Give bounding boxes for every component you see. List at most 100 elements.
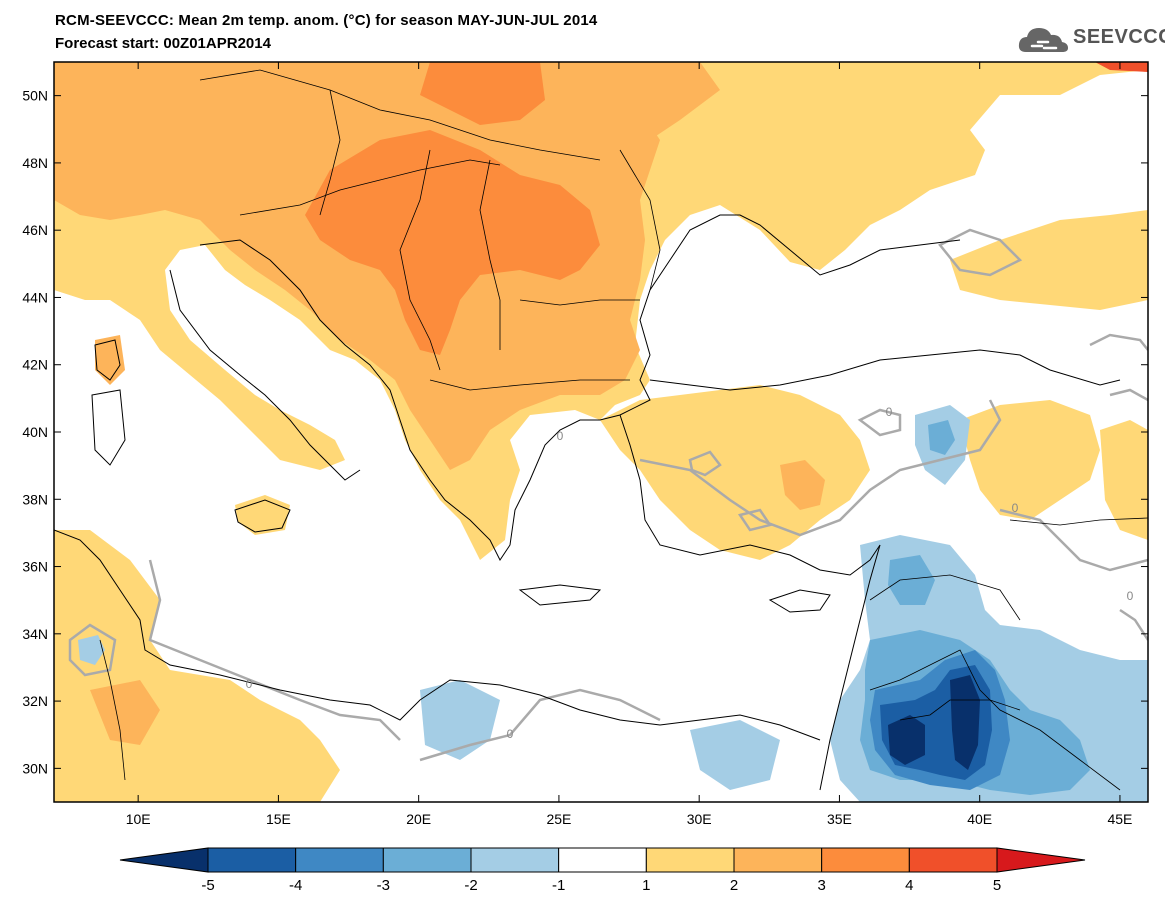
warm-region-2-3-corsica [95,335,125,385]
zero-contour-line [419,688,661,762]
country-borders [99,69,1148,791]
cold-region-2-3-north [888,555,935,605]
contour-label: 0 [1127,589,1134,603]
lat-label: 46N [22,222,48,238]
zero-contour-line [999,508,1148,572]
zero-contours [68,228,1148,762]
colorbar-swatch [908,847,998,873]
warm-region-1-2-anatolia [600,385,870,560]
border-line [99,639,126,781]
contour-labels: 0 0 0 0 0 0 [246,405,1134,741]
warm-region-2-3 [54,62,660,470]
warm-region-2-3-b [540,62,720,140]
warm-region-1-2-east [960,400,1100,520]
zero-contour-line [1089,333,1148,351]
colorbar-swatch [821,847,910,873]
colorbar-arrow-low [119,847,209,873]
zero-contour-line [857,408,902,437]
coastline-blacksea-south [649,349,1121,391]
colorbar-swatch [382,847,472,873]
chart-title: RCM-SEEVCCC: Mean 2m temp. anom. (°C) fo… [55,12,598,29]
colorbar-labels: -5 -4 -3 -2 -1 1 2 3 4 5 [201,877,1001,894]
colorbar-label: 1 [642,877,650,894]
crete-coast [518,584,602,606]
cold-region-1-2-libya [420,680,500,760]
coastlines [54,214,1121,791]
colorbar-boxes [119,847,1086,873]
coastline-anatolia-south [619,414,881,576]
zero-contour-line [639,399,1002,537]
cloud-icon [1018,28,1068,52]
lon-label: 35E [827,811,852,827]
colorbar-swatch [733,847,823,873]
contour-label: 0 [507,727,514,741]
lat-label: 50N [22,88,48,104]
lat-label: 36N [22,559,48,575]
lat-label: 30N [22,760,48,776]
cyprus-coast [768,589,831,613]
border-line [429,379,630,391]
warm-region-2-3-turkey [780,460,825,510]
colorbar-swatch [470,847,560,873]
border-line [479,159,501,350]
lat-label: 44N [22,289,48,305]
colorbar-label: 4 [905,877,913,894]
warm-region-1-2-caspian [950,210,1148,310]
sardinia-coast [91,389,126,466]
warm-region-3-4-top [420,62,545,125]
lat-label: 38N [22,491,48,507]
border-line [899,699,1021,721]
lat-label: 48N [22,155,48,171]
lat-label: 34N [22,626,48,642]
cold-region-1-2-tunisia [78,635,105,665]
colorbar-label: -1 [552,877,565,894]
colorbar-label: 2 [730,877,738,894]
lon-label: 15E [266,811,291,827]
lon-label: 10E [126,811,151,827]
border-line [619,149,661,291]
logo-text: SEEVCCC [1073,26,1165,48]
lat-label: 40N [22,424,48,440]
forecast-start: Forecast start: 00Z01APR2014 [55,35,271,52]
border-line [319,89,341,216]
lon-label: 25E [546,811,571,827]
corsica-coast [94,339,121,381]
zero-contour-line [938,228,1023,277]
cold-region-lt-5-b [950,675,980,770]
contour-label: 0 [1012,501,1019,515]
lon-label: 20E [406,811,431,827]
border-line [1009,517,1148,526]
cold-region-1-2-egypt [690,720,780,790]
colorbar-label: -5 [201,877,214,894]
lat-label: 42N [22,357,48,373]
zero-contour-line [1109,388,1148,402]
colorbar-swatch [645,847,735,873]
colorbar-swatch [558,847,647,873]
coastline-italy [169,269,361,481]
warm-region-3-4 [305,130,600,355]
warm-region-1-2-caucasus [1100,420,1148,540]
coastline-africa [54,529,821,741]
lon-label: 30E [687,811,712,827]
lon-label: 45E [1107,811,1132,827]
contour-label: 0 [246,677,253,691]
coastline-north [199,214,961,561]
coastline-levant [819,544,881,791]
border-line [399,149,441,371]
sicily-coast [234,499,291,533]
cold-region-2-3-turkey [928,420,955,455]
colorbar-label: -2 [464,877,477,894]
axis-labels: 50N 48N 46N 44N 42N 40N 38N 36N 34N 32N 30N 10E 15E 2… [22,62,1148,827]
zero-contour-line [68,623,117,677]
contour-label: 0 [886,405,893,419]
border-line [239,159,501,216]
colorbar-label: -4 [289,877,302,894]
colorbar-label: -3 [377,877,390,894]
colorbar-swatch [295,847,384,873]
zero-contour-line [737,508,773,532]
border-line [199,69,601,161]
lon-label: 40E [967,811,992,827]
cold-region-lt-5 [888,715,925,765]
